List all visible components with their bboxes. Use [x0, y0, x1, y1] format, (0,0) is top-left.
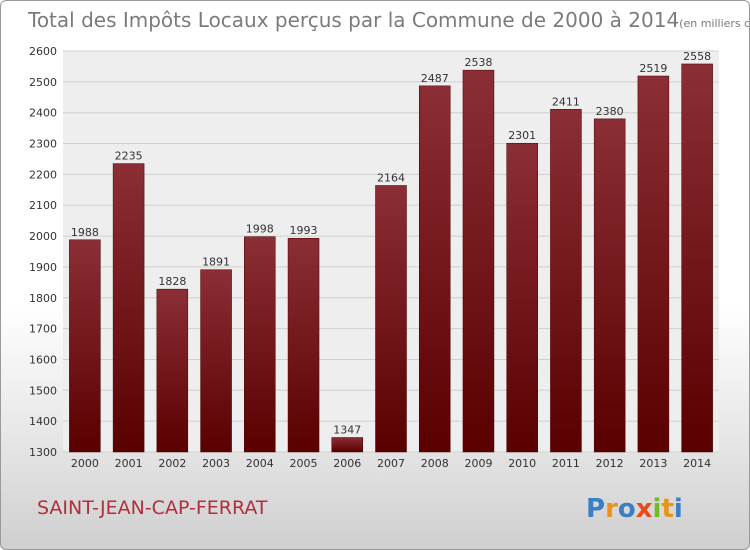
x-tick-label: 2003	[202, 457, 230, 470]
chart-title: Total des Impôts Locaux perçus par la Co…	[27, 8, 749, 32]
data-label-2000: 1988	[71, 226, 99, 239]
bars	[69, 63, 713, 453]
y-tick-label: 2000	[29, 230, 57, 243]
data-label-2007: 2164	[377, 171, 405, 184]
y-tick-label: 2600	[29, 45, 57, 58]
bar-2003	[200, 269, 232, 453]
bar-2002	[156, 288, 189, 453]
y-tick-label: 2300	[29, 138, 57, 151]
bar-2006	[331, 437, 364, 453]
proxiti-logo: Proxiti	[586, 494, 683, 524]
y-tick-label: 1600	[29, 353, 57, 366]
x-tick-label: 2010	[508, 457, 536, 470]
logo-letter: i	[674, 494, 683, 524]
chart-title-unit: (en milliers d'€)	[679, 17, 749, 30]
y-tick-label: 1500	[29, 384, 57, 397]
data-label-2005: 1993	[290, 224, 318, 237]
logo-letter: P	[586, 494, 605, 524]
logo-letter: r	[605, 494, 618, 524]
data-label-2002: 1828	[158, 275, 186, 288]
chart-title-main: Total des Impôts Locaux perçus par la Co…	[27, 8, 679, 32]
bar-2008	[418, 85, 451, 453]
x-axis: 2000 2001 2002 2003 2004 2005 2006 2007 2008 2009…	[71, 457, 711, 470]
y-tick-label: 2200	[29, 168, 57, 181]
bar-2000	[69, 239, 101, 453]
bar-2013	[637, 75, 670, 453]
y-tick-label: 2400	[29, 107, 57, 120]
y-tick-label: 1400	[29, 415, 57, 428]
y-axis: 1300 1400 1500 1600 1700 1800 1900 2000 2100 2200…	[29, 45, 57, 459]
bar-2014	[681, 63, 713, 453]
x-tick-label: 2008	[421, 457, 449, 470]
bar-2007	[375, 185, 407, 453]
logo-letter: i	[653, 494, 662, 524]
y-tick-label: 1300	[29, 446, 57, 459]
logo-letter: x	[636, 494, 653, 524]
data-label-2009: 2538	[464, 56, 492, 69]
x-tick-label: 2009	[464, 457, 492, 470]
y-tick-label: 1700	[29, 323, 57, 336]
data-label-2013: 2519	[639, 62, 667, 75]
y-tick-label: 2500	[29, 76, 57, 89]
bar-2010	[506, 142, 538, 453]
x-tick-label: 2011	[552, 457, 580, 470]
data-label-2003: 1891	[202, 256, 230, 269]
data-label-2011: 2411	[552, 95, 580, 108]
x-tick-label: 2012	[596, 457, 624, 470]
x-tick-label: 2005	[290, 457, 318, 470]
data-label-2010: 2301	[508, 129, 536, 142]
bar-2012	[593, 118, 626, 453]
bar-2001	[112, 163, 145, 453]
commune-name: SAINT-JEAN-CAP-FERRAT	[37, 497, 268, 519]
x-tick-label: 2006	[333, 457, 361, 470]
data-label-2004: 1998	[246, 223, 274, 236]
data-labels: 1988 2235 1828 1891 1998 1993 1347 2164 2487 2538…	[71, 50, 711, 437]
y-tick-label: 1900	[29, 261, 57, 274]
data-label-2008: 2487	[421, 72, 449, 85]
y-tick-label: 1800	[29, 292, 57, 305]
bar-2009	[462, 69, 495, 453]
x-tick-label: 2014	[683, 457, 711, 470]
logo-letter: t	[661, 494, 673, 524]
logo-letter: o	[618, 494, 636, 524]
x-tick-label: 2002	[158, 457, 186, 470]
data-label-2014: 2558	[683, 50, 711, 63]
x-tick-label: 2007	[377, 457, 405, 470]
x-tick-label: 2013	[639, 457, 667, 470]
y-tick-label: 2100	[29, 199, 57, 212]
data-label-2001: 2235	[115, 150, 143, 163]
x-tick-label: 2000	[71, 457, 99, 470]
bar-2004	[244, 236, 276, 453]
x-tick-label: 2001	[115, 457, 143, 470]
data-label-2012: 2380	[596, 105, 624, 118]
data-label-2006: 1347	[333, 424, 361, 437]
bar-2011	[550, 109, 582, 453]
x-tick-label: 2004	[246, 457, 274, 470]
bar-2005	[287, 237, 320, 453]
